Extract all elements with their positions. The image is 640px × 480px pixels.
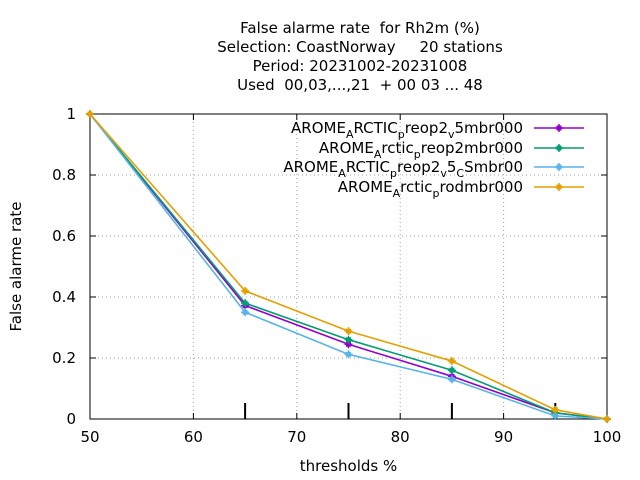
series-4-point-4: [551, 405, 560, 414]
data-series: [86, 110, 611, 423]
x-tick-label-50: 50: [80, 428, 99, 446]
series-3-point-1: [241, 308, 250, 317]
legend-entry-3: AROMEARCTICpreop2v5CSmbr00: [283, 158, 584, 180]
title-line-3: Period: 20231002-20231008: [253, 57, 468, 75]
y-axis-label: False alarme rate: [7, 202, 25, 332]
legend-label-1: AROMEARCTICpreop2v5mbr000: [291, 119, 523, 141]
series-3-point-3: [447, 375, 456, 384]
y-tick-label-2: 0.4: [52, 288, 76, 306]
series-line-4: [89, 113, 608, 420]
title-line-2: Selection: CoastNorway 20 stations: [217, 38, 503, 56]
series-4-point-0: [86, 110, 94, 118]
grid: [90, 114, 607, 419]
legend-label-2: AROMEArcticpreop2mbr000: [319, 139, 523, 161]
legend-label-4: AROMEArcticprodmbr000: [338, 178, 523, 200]
series-4: [86, 110, 611, 423]
x-tick-label-80: 80: [391, 428, 410, 446]
series-4-point-3: [447, 357, 456, 366]
title-line-4: Used 00,03,...,21 + 00 03 ... 48: [237, 76, 483, 94]
x-tick-label-70: 70: [287, 428, 306, 446]
x-tick-label-60: 60: [184, 428, 203, 446]
series-line-2: [89, 113, 608, 420]
x-tick-label-90: 90: [494, 428, 513, 446]
y-tick-label-4: 0.8: [52, 166, 76, 184]
legend: AROMEARCTICpreop2v5mbr000AROMEArcticpreo…: [283, 119, 584, 200]
legend-label-3: AROMEARCTICpreop2v5CSmbr00: [283, 158, 523, 180]
x-axis-label: thresholds %: [300, 457, 397, 475]
legend-entry-1: AROMEARCTICpreop2v5mbr000: [291, 119, 584, 141]
series-3-point-2: [344, 350, 353, 359]
y-tick-label-0: 0: [66, 410, 76, 428]
y-tick-label-1: 0.2: [52, 349, 76, 367]
chart-title: False alarme rate for Rh2m (%)Selection:…: [217, 19, 503, 94]
series-2-point-2: [344, 335, 353, 344]
x-tick-label-100: 100: [593, 428, 622, 446]
legend-swatch-marker-3: [555, 163, 563, 171]
axis-ticks: 50 60 70 80 90 100 0 0.2 0.4 0.6 0.8 1: [52, 105, 621, 446]
series-line-3: [89, 113, 608, 420]
series-2-point-3: [447, 366, 456, 375]
legend-entry-2: AROMEArcticpreop2mbr000: [319, 139, 584, 161]
legend-entry-4: AROMEArcticprodmbr000: [338, 178, 584, 200]
y-tick-label-5: 1: [66, 105, 76, 123]
series-4-point-1: [241, 286, 250, 295]
y-tick-label-3: 0.6: [52, 227, 76, 245]
series-2-point-1: [241, 299, 250, 308]
legend-swatch-marker-1: [555, 124, 563, 132]
legend-swatch-marker-2: [555, 144, 563, 152]
series-4-point-2: [344, 327, 353, 336]
title-line-1: False alarme rate for Rh2m (%): [240, 19, 480, 37]
series-4-point-5: [603, 415, 611, 423]
legend-swatch-marker-4: [555, 183, 563, 191]
